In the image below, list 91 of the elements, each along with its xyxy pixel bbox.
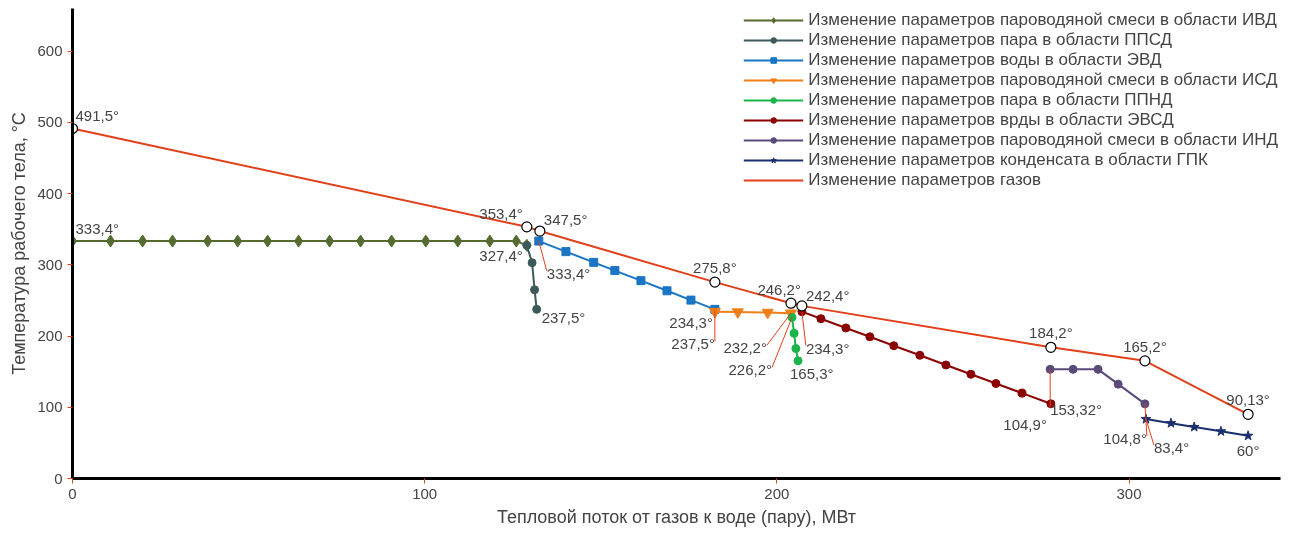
point: [534, 236, 544, 246]
legend-label: Изменение параметров конденсата в области ГПК: [808, 150, 1208, 170]
point: [138, 234, 148, 248]
y-axis-title: Температура рабочего тела, °С: [9, 112, 30, 375]
legend-label: Изменение параметров газов: [808, 170, 1042, 190]
x-tick-label: 0: [68, 484, 77, 502]
point: [841, 323, 851, 333]
point: [530, 285, 540, 295]
point: [662, 286, 672, 296]
annotation: 104,9°: [1003, 415, 1047, 433]
annotation: 237,5°: [541, 309, 586, 327]
y-tick-label: 400: [37, 184, 63, 202]
annotation: 242,4°: [805, 286, 850, 304]
point: [816, 314, 826, 324]
point: [991, 379, 1001, 388]
point: [485, 234, 495, 248]
point: [1242, 430, 1254, 441]
point: [203, 234, 213, 248]
point: [168, 234, 178, 248]
point: [561, 247, 571, 257]
point: [889, 341, 899, 351]
y-tick-label: 500: [37, 113, 63, 131]
point: [356, 234, 366, 248]
point: [1093, 364, 1103, 374]
y-tick-label: 200: [37, 327, 63, 345]
x-tick-label: 100: [412, 484, 438, 502]
annotation: 184,2°: [1029, 324, 1073, 342]
annotation: 153,32°: [1050, 401, 1103, 419]
annotation: 165,2°: [1123, 337, 1167, 355]
legend-label: Изменение параметров пароводяной смеси в области ИВД: [808, 10, 1277, 30]
point: [1188, 421, 1200, 432]
annotation: 104,8°: [1103, 429, 1147, 447]
point: [325, 234, 335, 248]
point: [263, 234, 273, 248]
legend-label: Изменение параметров пароводяной смеси в области ИНД: [808, 130, 1278, 150]
annotation: 237,5°: [671, 335, 715, 353]
annotation: 491,5°: [75, 107, 120, 125]
annotation: 234,3°: [669, 313, 713, 331]
x-tick-label: 300: [1116, 484, 1142, 502]
point: [636, 276, 646, 286]
annotation: 90,13°: [1226, 391, 1270, 409]
point: [793, 356, 803, 366]
point: [1165, 417, 1177, 428]
legend-label: Изменение параметров пара в области ППСД: [808, 30, 1173, 50]
point: [686, 295, 696, 305]
annotation: 232,2°: [723, 339, 767, 357]
legend-label: Изменение параметров воды в области ЭВД: [808, 50, 1162, 70]
point: [233, 234, 243, 248]
point: [865, 332, 875, 342]
point: [421, 234, 431, 248]
point: [761, 308, 774, 320]
point: [731, 308, 744, 319]
point: [294, 234, 304, 248]
point: [915, 350, 925, 360]
point: [1045, 364, 1055, 374]
point: [1068, 364, 1078, 374]
x-axis-title: Тепловой поток от газов к воде (пару), МВт: [496, 506, 857, 527]
point: [1017, 388, 1027, 398]
y-tick-label: 600: [37, 42, 63, 60]
annotation: 226,2°: [728, 361, 773, 379]
annotation: 327,4°: [479, 247, 523, 265]
annotation: 234,3°: [805, 339, 850, 357]
point: [527, 258, 537, 268]
point: [1215, 425, 1227, 436]
annotation: 60°: [1236, 441, 1260, 459]
annotation: 333,4°: [75, 220, 120, 238]
legend-label: Изменение параметров пара в области ППНД: [808, 90, 1173, 110]
annotation: 353,4°: [479, 204, 523, 222]
point: [789, 328, 799, 338]
legend-label: Изменение параметров пароводяной смеси в области ИСД: [808, 70, 1278, 90]
point: [511, 234, 521, 248]
annotation: 333,4°: [546, 265, 591, 283]
point: [941, 360, 951, 370]
annotation: 83,4°: [1153, 439, 1190, 457]
annotation: 246,2°: [757, 281, 801, 299]
x-tick-label: 200: [764, 484, 790, 502]
point: [966, 369, 976, 379]
point: [610, 266, 620, 276]
annotation: 275,8°: [693, 259, 737, 277]
y-tick-label: 300: [37, 255, 63, 273]
point: [791, 344, 801, 354]
point: [387, 234, 397, 248]
annotation: 165,3°: [790, 364, 834, 382]
point: [453, 234, 463, 248]
y-tick-label: 0: [54, 469, 63, 487]
point: [589, 257, 599, 267]
point: [532, 304, 542, 314]
y-tick-label: 100: [37, 398, 63, 416]
legend-label: Изменение параметров вpды в области ЭВСД: [808, 110, 1174, 130]
point: [1113, 379, 1123, 389]
annotation: 347,5°: [543, 211, 588, 229]
